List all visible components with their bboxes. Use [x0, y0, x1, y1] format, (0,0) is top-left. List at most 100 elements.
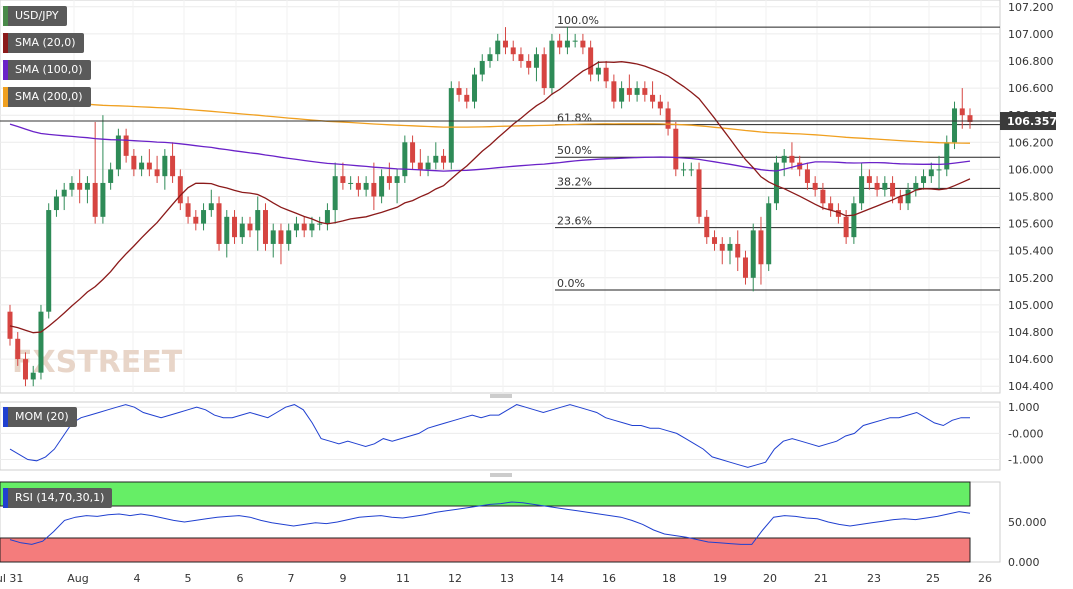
fib-level-label: 0.0% — [557, 277, 585, 290]
price-tick-label: 106.000 — [1008, 163, 1054, 176]
candle-up — [487, 54, 493, 61]
candle-down — [232, 216, 238, 238]
date-tick-label: 26 — [978, 572, 992, 585]
symbol-swatch — [3, 6, 8, 26]
candle-down — [580, 40, 586, 48]
date-tick-label: 12 — [448, 572, 462, 585]
candle-down — [92, 182, 98, 217]
candle-up — [69, 182, 75, 190]
candle-down — [557, 40, 563, 48]
mom-legend: MOM (20) — [3, 407, 77, 427]
date-tick-label: 7 — [288, 572, 295, 585]
sma200-swatch — [3, 87, 8, 107]
candle-down — [15, 338, 21, 360]
candle-up — [727, 243, 733, 251]
price-tick-label: 104.800 — [1008, 326, 1054, 339]
candle-down — [371, 182, 377, 197]
candle-down — [386, 176, 392, 183]
candle-down — [170, 155, 176, 177]
sma20-swatch — [3, 33, 8, 53]
candle-up — [38, 311, 44, 373]
candle-up — [402, 142, 408, 177]
date-tick-label: 6 — [237, 572, 244, 585]
mom-tick-label: -1.000 — [1008, 454, 1043, 467]
candle-down — [340, 176, 346, 183]
price-tick-label: 107.000 — [1008, 28, 1054, 41]
candle-up — [208, 203, 214, 211]
fib-level-label: 38.2% — [557, 175, 592, 188]
candle-down — [301, 223, 307, 231]
candle-up — [84, 182, 90, 190]
price-tick-label: 106.600 — [1008, 82, 1054, 95]
price-tick-label: 105.400 — [1008, 245, 1054, 258]
candle-down — [835, 210, 841, 217]
candle-down — [959, 108, 965, 116]
candle-up — [851, 203, 857, 238]
candle-down — [673, 128, 679, 170]
candle-up — [255, 210, 261, 231]
momentum-line — [9, 404, 970, 468]
candle-down — [611, 81, 617, 102]
date-tick-label: 5 — [185, 572, 192, 585]
date-tick-label: 20 — [763, 572, 777, 585]
candle-up — [53, 196, 59, 211]
sma20-line — [9, 61, 971, 334]
fib-level-label: 100.0% — [557, 14, 599, 27]
candle-down — [897, 196, 903, 204]
candle-up — [944, 142, 950, 170]
candle-up — [61, 189, 67, 197]
candle-up — [115, 135, 121, 170]
symbol-text: USD/JPY — [15, 9, 59, 22]
momentum-panel — [0, 401, 1001, 471]
candle-down — [22, 359, 28, 380]
candle-down — [441, 155, 447, 163]
candle-down — [696, 169, 702, 217]
sma200-label: SMA (200,0) — [15, 90, 83, 103]
price-tick-label: 106.800 — [1008, 55, 1054, 68]
rsi-tick-label: 50.000 — [1008, 516, 1047, 529]
watermark: FXSTREET — [12, 345, 183, 380]
symbol-label: USD/JPY — [3, 6, 67, 26]
date-tick-label: 18 — [662, 572, 676, 585]
candle-down — [789, 155, 795, 163]
candle-up — [750, 230, 756, 278]
candle-down — [735, 243, 741, 258]
candle-up — [448, 88, 454, 163]
mom-swatch — [3, 407, 8, 427]
sma200-line — [9, 95, 971, 144]
candle-up — [619, 88, 625, 102]
candle-down — [642, 88, 648, 95]
candle-down — [712, 237, 718, 244]
candle-up — [472, 74, 478, 102]
price-tick-label: 105.600 — [1008, 218, 1054, 231]
date-tick-label: 23 — [867, 572, 881, 585]
rsi-legend: RSI (14,70,30,1) — [3, 488, 113, 508]
mom-tick-label: -0.000 — [1008, 427, 1043, 440]
candle-down — [518, 54, 524, 61]
candle-up — [928, 169, 934, 177]
candle-down — [657, 101, 663, 109]
rsi-swatch — [3, 488, 8, 508]
candle-up — [293, 223, 299, 231]
date-tick-label: Aug — [67, 572, 88, 585]
fib-level-label: 61.8% — [557, 112, 592, 125]
candle-up — [162, 155, 168, 177]
candle-down — [262, 210, 268, 244]
candle-up — [495, 40, 501, 55]
date-tick-label: 9 — [340, 572, 347, 585]
sma100-swatch — [3, 60, 8, 80]
candle-down — [603, 67, 609, 82]
last-price-badge — [1000, 112, 1056, 131]
candle-down — [588, 47, 594, 75]
candle-down — [626, 88, 632, 95]
fib-level-label: 23.6% — [557, 215, 592, 228]
date-tick-label: 25 — [926, 572, 940, 585]
mom-tick-label: 1.000 — [1008, 401, 1040, 414]
price-tick-label: 107.200 — [1008, 1, 1054, 14]
candle-down — [828, 203, 834, 211]
candle-down — [967, 115, 973, 122]
candle-down — [355, 182, 361, 190]
date-tick-label: 21 — [814, 572, 828, 585]
candle-down — [650, 94, 656, 102]
candle-up — [549, 40, 555, 89]
